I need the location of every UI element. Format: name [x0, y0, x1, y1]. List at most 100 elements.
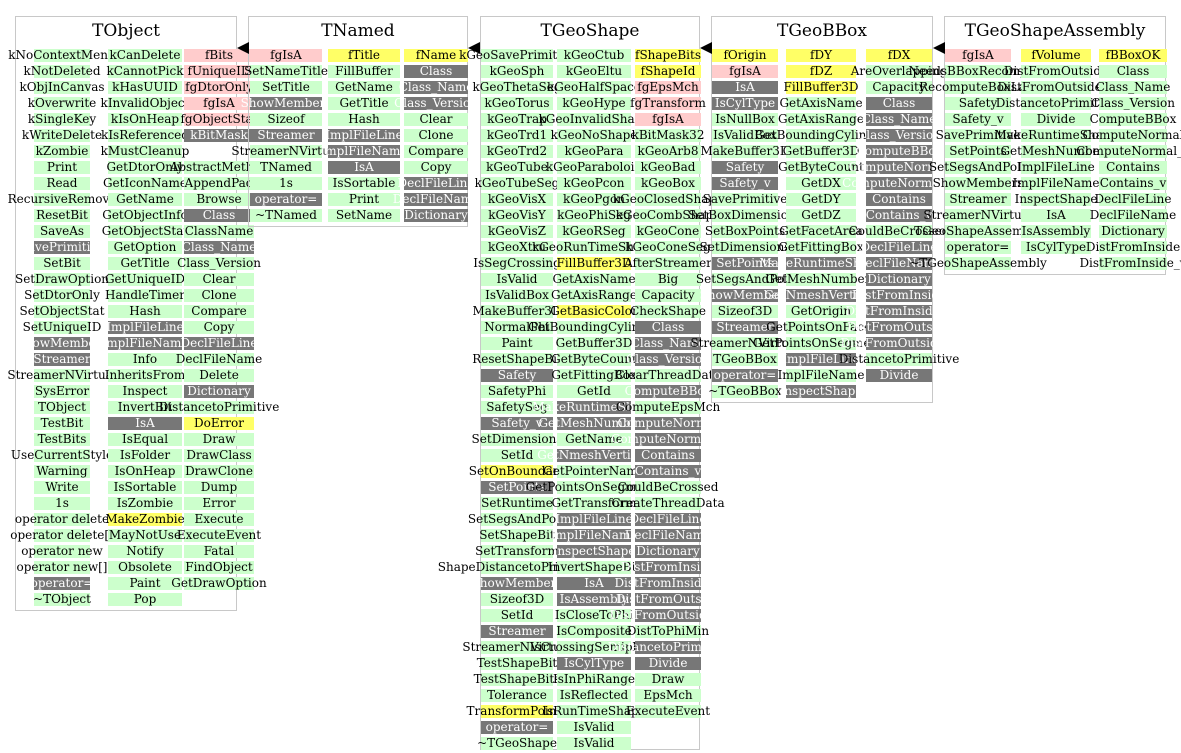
member-item: IsAssembly: [1021, 224, 1091, 238]
member-item: Draw: [635, 673, 701, 686]
member-item: Copy: [404, 161, 468, 174]
member-item: ComputeBBox: [855, 144, 943, 158]
member-item: fUniqueID: [184, 65, 254, 78]
member-item: kGeoVisY: [481, 209, 553, 222]
member-item: DistFromInside: [851, 288, 947, 302]
member-item: Contains: [866, 193, 932, 206]
member-item: fShapeId: [635, 65, 701, 78]
member-item: Notify: [108, 545, 182, 558]
member-item: GetObjectInfo: [102, 208, 188, 222]
member-item: Streamer: [250, 129, 322, 142]
member-item: Dictionary: [184, 385, 254, 398]
member-item: Sizeof: [250, 113, 322, 126]
member-item: kGeoCtub: [557, 49, 631, 62]
member-column: fBBoxOK Class Class_Name Class_Version Compu…: [1076, 49, 1181, 273]
member-item: operator=: [250, 193, 322, 206]
member-item: IsValid: [557, 737, 631, 750]
member-item: SetSegsAndPols: [695, 272, 795, 286]
class-box-tobject: TObject kNoContextMenu kNotDeleted kObjInCa…: [7, 16, 279, 611]
member-column: kGeoSavePrimitive kGeoSph kGeoThetaSeg kGeo…: [437, 49, 597, 753]
member-item: ShapeDistancetoPrimitive: [437, 560, 597, 574]
member-item: TestBits: [34, 433, 90, 446]
member-item: Delete: [184, 369, 254, 382]
member-item: kGeoVisX: [481, 193, 553, 206]
member-item: GetByteCount: [778, 160, 864, 174]
member-item: Browse: [184, 193, 254, 206]
member-item: kObjInCanvas: [19, 80, 105, 94]
member-item: IsSegCrossing: [473, 256, 561, 270]
member-item: InvertShapeBit: [547, 560, 641, 574]
member-item: Capacity: [866, 81, 932, 94]
member-item: IsZombie: [108, 497, 182, 510]
member-item: Streamer: [712, 321, 778, 334]
member-item: Clone: [184, 289, 254, 302]
member-item: GetPointsOnSegments: [752, 336, 890, 350]
member-item: ImplFileName: [320, 144, 408, 158]
member-item: fDX: [866, 49, 932, 62]
member-item: kInvalidObject: [100, 96, 190, 110]
member-item: kGeoPhiSeg: [557, 208, 631, 222]
member-item: IsCrossingSemiplane: [529, 640, 659, 654]
member-item: Hash: [328, 113, 400, 126]
member-item: IsSortable: [108, 481, 182, 494]
member-item: MakeZombie: [105, 512, 185, 526]
member-item: kGeoSph: [481, 65, 553, 78]
member-item: DeclFileName: [175, 352, 263, 366]
member-item: fgTransform: [630, 96, 706, 110]
member-item: IsCylType: [1021, 241, 1091, 254]
member-item: IsEqual: [108, 433, 182, 446]
member-item: DrawClone: [184, 464, 254, 478]
member-item: NeedsBBoxRecompute: [908, 64, 1048, 78]
member-item: fgObjectStat: [180, 112, 258, 126]
member-item: GetNmeshVertices: [764, 288, 878, 302]
member-item: GetObjectStat: [101, 224, 189, 238]
member-item: DeclFileName: [855, 256, 943, 270]
class-box-tnamed: TNamed fgIsA SetNameTitle SetTitle ShowMembe…: [231, 16, 479, 227]
member-item: Clear: [184, 273, 254, 286]
member-item: IsA: [712, 81, 778, 94]
member-item: FillBuffer: [328, 65, 400, 78]
member-column: kCanDelete kCannotPick kHasUUID kInvalidObj…: [100, 48, 190, 609]
member-column: fOrigin fgIsA IsA IsCylType IsNullBox IsValid…: [688, 49, 802, 401]
member-item: Sizeof3D: [712, 305, 778, 318]
member-item: kCanDelete: [108, 48, 182, 62]
member-item: InvertBit: [108, 401, 182, 414]
member-item: fgIsA: [712, 65, 778, 78]
member-item: operator delete[]: [10, 528, 114, 542]
member-item: Streamer: [945, 193, 1011, 206]
member-item: DistFromOutside: [846, 320, 952, 334]
member-item: AppendPad: [184, 176, 254, 190]
member-item: kGeoThetaSeg: [472, 80, 562, 94]
member-item: Tolerance: [481, 689, 553, 702]
member-item: kZombie: [34, 144, 90, 158]
inheritance-arrow-icon: [237, 42, 249, 54]
member-item: kGeoTube: [481, 161, 553, 174]
member-item: Class: [404, 65, 468, 78]
member-item: FindObject: [184, 560, 254, 574]
member-item: ~TGeoShape: [477, 736, 557, 750]
member-item: ShowMembers: [240, 96, 332, 110]
member-item: GetAxisName: [779, 96, 863, 110]
member-item: Hash: [108, 305, 182, 318]
class-box-tgeoshape: TGeoShape kGeoSavePrimitive kGeoSph kGeoThe…: [437, 16, 728, 753]
member-item: SetDimensions: [699, 240, 791, 254]
member-item: Read: [34, 177, 90, 190]
member-item: fShapeBits: [635, 48, 701, 62]
member-item: GetOption: [108, 241, 182, 254]
member-item: kNoContextMenu: [8, 48, 116, 62]
member-item: Safety: [945, 97, 1011, 110]
member-item: IsValid: [481, 273, 553, 286]
member-item: IsValidBox: [481, 289, 553, 302]
member-item: GetFacetArea: [779, 224, 863, 238]
member-item: IsReflected: [557, 689, 631, 702]
member-item: IsCylType: [712, 97, 778, 110]
class-title: TNamed: [248, 16, 468, 46]
member-item: kBitMask32: [631, 128, 705, 142]
member-item: kGeoVisZ: [481, 225, 553, 238]
member-item: SafetySeg: [481, 401, 553, 414]
member-item: kGeoParaboloid: [545, 160, 643, 174]
member-item: GetMeshNumbers: [538, 416, 650, 430]
member-item: IsValid: [557, 721, 631, 734]
member-item: IsCloseToPhi: [554, 608, 634, 622]
member-item: fBits: [184, 49, 254, 62]
